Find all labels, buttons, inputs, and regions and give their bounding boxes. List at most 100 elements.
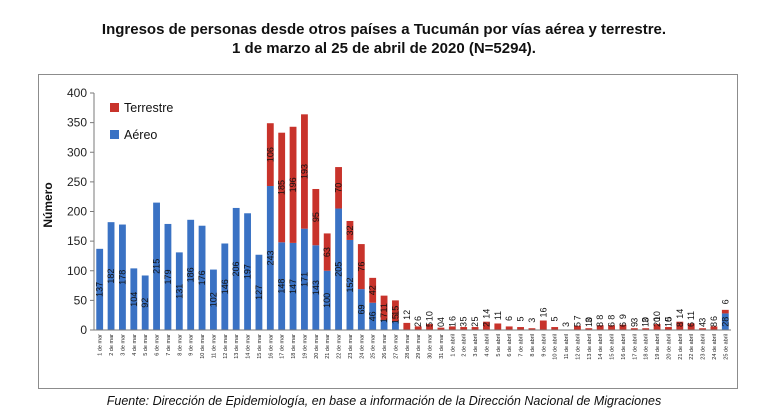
data-label-terrestre: 7 <box>572 315 582 320</box>
bar-terrestre <box>665 327 672 330</box>
bar-terrestre <box>266 123 274 187</box>
bar-aereo <box>369 302 377 330</box>
x-tick-label: 4 de abril <box>484 334 490 357</box>
bar-terrestre <box>619 324 627 330</box>
bar-aereo <box>335 208 342 330</box>
x-tick-label: 16 de abril <box>621 334 627 360</box>
chart-frame <box>38 74 738 389</box>
data-label-terrestre: 8 <box>595 315 605 320</box>
chart-title-line-2: 1 de marzo al 25 de abril de 2020 (N=529… <box>232 40 536 57</box>
bar-aereo <box>346 239 354 330</box>
x-tick-label: 27 de mar <box>393 334 399 359</box>
bar-aereo <box>323 270 331 330</box>
data-label-terrestre: 11 <box>379 303 389 312</box>
x-tick-label: 6 de mar <box>155 334 161 356</box>
x-tick-label: 12 de abril <box>575 334 581 360</box>
x-tick-label: 30 de mar <box>428 334 434 359</box>
data-label-terrestre: 5 <box>663 317 673 322</box>
x-tick-label: 5 de mar <box>143 334 149 356</box>
data-label-terrestre: 3 <box>698 318 708 323</box>
x-tick-label: 23 de mar <box>348 334 354 359</box>
bar-terrestre <box>653 324 661 330</box>
bar-terrestre <box>369 277 377 303</box>
data-label-terrestre: 5 <box>550 317 560 322</box>
bar-terrestre <box>505 326 513 330</box>
data-label-terrestre: 3 <box>527 318 537 323</box>
data-label-aereo: 146 <box>220 279 230 294</box>
data-label-terrestre: 16 <box>538 308 548 318</box>
data-label-aereo: 197 <box>243 264 253 279</box>
data-label-terrestre: 63 <box>322 247 332 257</box>
data-label-terrestre: 6 <box>447 316 457 321</box>
data-label-aereo: 102 <box>208 292 218 307</box>
x-tick-label: 13 de mar <box>234 334 240 359</box>
data-label-aereo: 186 <box>186 267 196 282</box>
data-label-aereo: 100 <box>322 293 332 308</box>
bar-terrestre <box>483 321 490 330</box>
data-label-terrestre: 5 <box>516 317 526 322</box>
x-tick-label: 11 de mar <box>211 334 217 359</box>
data-label-terrestre: 9 <box>618 314 628 319</box>
x-tick-label: 2 de abril <box>462 334 468 357</box>
data-label-small: 10 <box>663 317 673 327</box>
bar-terrestre <box>392 300 399 322</box>
data-label-terrestre: 193 <box>299 164 309 179</box>
data-label-aereo: 243 <box>265 250 275 265</box>
bar-terrestre <box>721 309 729 314</box>
bar-aereo <box>130 268 138 330</box>
data-label-terrestre: 3 <box>629 318 639 323</box>
data-label-terrestre: 196 <box>288 177 298 192</box>
bar-terrestre <box>630 328 638 330</box>
data-label-aereo: 176 <box>197 270 207 285</box>
bar-aereo <box>96 248 104 330</box>
x-tick-label: 11 de abril <box>564 334 570 359</box>
data-label-aereo: 206 <box>231 261 241 276</box>
data-label-aereo: 215 <box>152 259 162 274</box>
legend-swatch-terrestre <box>110 103 119 112</box>
x-tick-label: 25 de mar <box>371 334 377 359</box>
bar-terrestre <box>380 295 388 320</box>
chart-title-line-1: Ingresos de personas desde otros países … <box>101 21 667 38</box>
data-label-terrestre: 3 <box>584 318 594 323</box>
bar-aereo <box>198 225 206 330</box>
y-tick-label: 350 <box>67 116 87 130</box>
x-tick-label: 29 de mar <box>416 334 422 359</box>
bar-aereo <box>266 186 274 330</box>
data-label-terrestre: 11 <box>686 311 696 320</box>
bar-terrestre <box>539 320 547 330</box>
x-tick-label: 19 de abril <box>655 334 661 360</box>
bar-terrestre <box>437 327 445 330</box>
data-label-aereo: 152 <box>345 277 355 292</box>
y-tick-label: 400 <box>67 86 87 100</box>
x-tick-label: 10 de abril <box>553 334 559 360</box>
data-label-small: 20 <box>652 317 662 327</box>
data-label-terrestre: 15 <box>390 306 400 316</box>
x-tick-label: 3 de mar <box>120 334 126 356</box>
data-label-small: 5 <box>425 322 435 327</box>
data-label-aereo: 178 <box>117 270 127 285</box>
data-label-aereo: 171 <box>299 272 309 287</box>
x-tick-label: 1 de abril <box>450 334 456 357</box>
data-label-aereo: 17 <box>379 313 389 323</box>
data-label-small: 4 <box>698 322 708 327</box>
x-tick-label: 19 de mar <box>302 334 308 359</box>
bar-aereo <box>289 242 297 330</box>
data-label-terrestre: 12 <box>402 310 412 320</box>
data-label-terrestre: 8 <box>607 315 617 320</box>
x-tick-label: 8 de mar <box>177 334 183 356</box>
bar-aereo <box>301 228 308 330</box>
x-tick-label: 20 de abril <box>666 334 672 360</box>
bar-aereo <box>210 269 217 330</box>
x-tick-label: 31 de mar <box>439 334 445 359</box>
data-label-terrestre: 14 <box>481 309 491 319</box>
data-label-aereo: 104 <box>129 292 139 307</box>
bar-aereo <box>232 207 240 330</box>
x-tick-label: 10 de mar <box>200 334 206 359</box>
data-label-aereo: 28 <box>720 317 730 327</box>
bar-aereo <box>187 219 195 330</box>
x-tick-label: 22 de mar <box>337 334 343 359</box>
data-label-aereo: 205 <box>334 262 344 277</box>
y-tick-label: 250 <box>67 175 87 189</box>
legend-label-aereo: Aéreo <box>124 128 157 142</box>
